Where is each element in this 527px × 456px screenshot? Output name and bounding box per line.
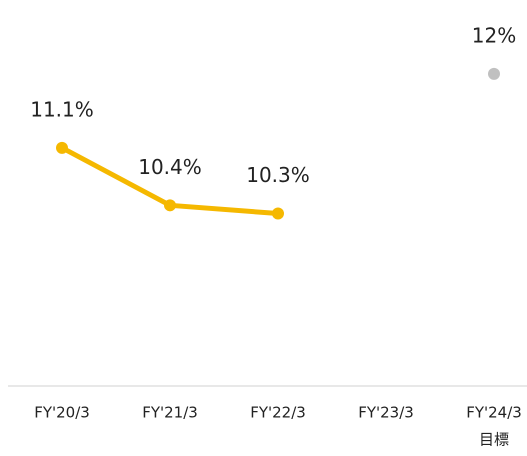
x-tick-label: FY'24/3 — [466, 404, 522, 422]
x-tick-label: FY'21/3 — [142, 404, 198, 422]
x-tick-label: FY'20/3 — [34, 404, 90, 422]
data-label: 12% — [472, 23, 516, 47]
x-tick-label: FY'23/3 — [358, 404, 414, 422]
x-tick-sublabel: 目標 — [479, 431, 509, 449]
point — [56, 141, 68, 154]
point — [488, 67, 500, 80]
data-label: 10.3% — [246, 163, 310, 187]
data-label: 11.1% — [30, 97, 94, 121]
point — [164, 199, 176, 212]
point — [272, 207, 284, 220]
data-label: 10.4% — [138, 155, 202, 179]
x-tick-label: FY'22/3 — [250, 404, 306, 422]
